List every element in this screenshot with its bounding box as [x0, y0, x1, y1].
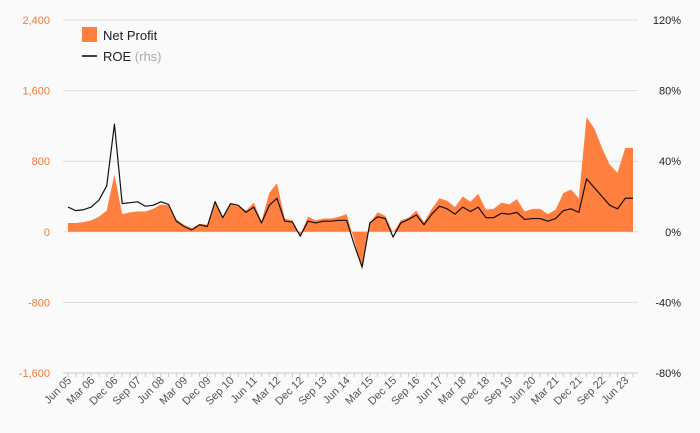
legend-label-roe: ROE (rhs) — [103, 49, 162, 64]
y-right-tick-label: -40% — [655, 297, 681, 309]
legend-label-roe-suffix: (rhs) — [135, 49, 162, 64]
y-left-tick-label: 800 — [32, 156, 50, 168]
y-left-tick-label: 2,400 — [22, 15, 50, 27]
y-right-tick-label: 80% — [659, 86, 681, 98]
legend-swatch-net-profit — [82, 27, 97, 42]
line-roe — [67, 123, 633, 268]
gridlines — [63, 19, 638, 374]
y-right-tick-label: 0% — [665, 227, 681, 239]
y-axis-left: -1,600 -800 0 800 1,600 2,400 — [19, 15, 50, 380]
y-axis-right: -80% -40% 0% 40% 80% 120% — [653, 15, 681, 380]
legend-label-roe-main: ROE — [103, 49, 132, 64]
y-right-tick-label: -80% — [655, 368, 681, 380]
series-net-profit — [68, 117, 633, 271]
y-right-tick-label: 120% — [653, 15, 681, 27]
legend: Net Profit ROE (rhs) — [82, 27, 162, 64]
area-net-profit — [68, 117, 633, 271]
y-left-tick-label: -800 — [28, 297, 50, 309]
legend-label-net-profit: Net Profit — [103, 28, 158, 43]
y-left-tick-label: 1,600 — [22, 86, 50, 98]
y-left-tick-label: 0 — [44, 227, 50, 239]
series-roe — [67, 123, 633, 268]
y-right-tick-label: 40% — [659, 156, 681, 168]
y-left-tick-label: -1,600 — [19, 368, 50, 380]
